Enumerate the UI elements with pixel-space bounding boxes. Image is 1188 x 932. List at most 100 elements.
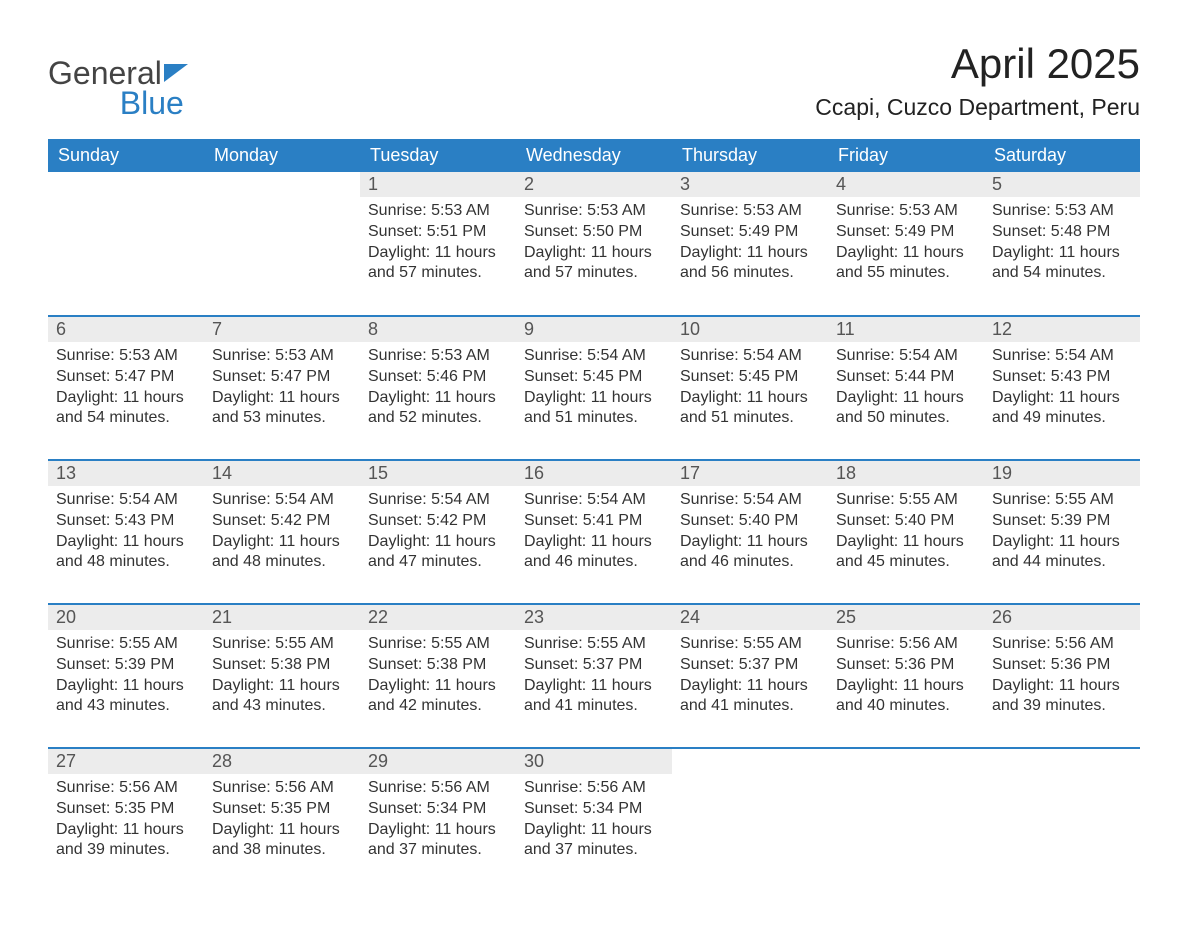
- sunset-label: Sunset:: [212, 656, 266, 673]
- sunset-line: Sunset: 5:39 PM: [56, 655, 196, 676]
- sunset-line: Sunset: 5:38 PM: [212, 655, 352, 676]
- sunrise-label: Sunrise:: [212, 779, 271, 796]
- daylight-line: Daylight: 11 hours and 40 minutes.: [836, 676, 976, 718]
- daylight-line: Daylight: 11 hours and 48 minutes.: [56, 532, 196, 574]
- calendar-day-cell: 29Sunrise: 5:56 AMSunset: 5:34 PMDayligh…: [360, 748, 516, 892]
- sunrise-label: Sunrise:: [212, 347, 271, 364]
- sunrise-value: 5:56 AM: [587, 779, 646, 796]
- sunset-label: Sunset:: [836, 368, 890, 385]
- sunset-label: Sunset:: [56, 512, 110, 529]
- daylight-label: Daylight:: [992, 389, 1054, 406]
- sunset-line: Sunset: 5:45 PM: [524, 367, 664, 388]
- sunrise-value: 5:54 AM: [587, 347, 646, 364]
- daylight-label: Daylight:: [368, 389, 430, 406]
- sunset-line: Sunset: 5:50 PM: [524, 222, 664, 243]
- daylight-label: Daylight:: [524, 677, 586, 694]
- day-body: Sunrise: 5:55 AMSunset: 5:37 PMDaylight:…: [672, 630, 828, 723]
- sunrise-value: 5:56 AM: [1055, 635, 1114, 652]
- calendar-day-cell: 16Sunrise: 5:54 AMSunset: 5:41 PMDayligh…: [516, 460, 672, 604]
- day-number-bar: 22: [360, 605, 516, 630]
- daylight-line: Daylight: 11 hours and 38 minutes.: [212, 820, 352, 862]
- daylight-label: Daylight:: [368, 244, 430, 261]
- calendar-day-cell: 21Sunrise: 5:55 AMSunset: 5:38 PMDayligh…: [204, 604, 360, 748]
- sunset-value: 5:50 PM: [583, 223, 643, 240]
- day-body: Sunrise: 5:56 AMSunset: 5:35 PMDaylight:…: [48, 774, 204, 867]
- sunset-label: Sunset:: [56, 656, 110, 673]
- sunrise-line: Sunrise: 5:56 AM: [212, 778, 352, 799]
- sunset-label: Sunset:: [56, 368, 110, 385]
- daylight-label: Daylight:: [836, 389, 898, 406]
- sunrise-value: 5:53 AM: [431, 347, 490, 364]
- day-number: 9: [524, 319, 534, 339]
- sunrise-value: 5:54 AM: [275, 491, 334, 508]
- daylight-label: Daylight:: [56, 533, 118, 550]
- sunset-label: Sunset:: [992, 223, 1046, 240]
- sunset-label: Sunset:: [212, 800, 266, 817]
- calendar-day-cell: [48, 172, 204, 316]
- day-number: 11: [836, 319, 855, 339]
- daylight-label: Daylight:: [212, 677, 274, 694]
- logo-word-general: General: [48, 58, 162, 88]
- day-number-bar: 30: [516, 749, 672, 774]
- sunrise-label: Sunrise:: [992, 635, 1051, 652]
- sunrise-value: 5:56 AM: [275, 779, 334, 796]
- sunrise-value: 5:55 AM: [587, 635, 646, 652]
- daylight-line: Daylight: 11 hours and 51 minutes.: [524, 388, 664, 430]
- calendar-week-row: 20Sunrise: 5:55 AMSunset: 5:39 PMDayligh…: [48, 604, 1140, 748]
- sunrise-value: 5:53 AM: [587, 202, 646, 219]
- sunset-line: Sunset: 5:35 PM: [56, 799, 196, 820]
- sunset-value: 5:47 PM: [271, 368, 331, 385]
- sunrise-line: Sunrise: 5:55 AM: [56, 634, 196, 655]
- sunrise-label: Sunrise:: [680, 347, 739, 364]
- sunset-label: Sunset:: [524, 368, 578, 385]
- sunrise-value: 5:54 AM: [743, 347, 802, 364]
- sunrise-line: Sunrise: 5:53 AM: [992, 201, 1132, 222]
- sunset-line: Sunset: 5:49 PM: [680, 222, 820, 243]
- sunrise-label: Sunrise:: [992, 491, 1051, 508]
- sunrise-line: Sunrise: 5:54 AM: [992, 346, 1132, 367]
- sunset-label: Sunset:: [524, 512, 578, 529]
- day-number-bar: 7: [204, 317, 360, 342]
- weekday-header: Thursday: [672, 139, 828, 172]
- calendar-week-row: 27Sunrise: 5:56 AMSunset: 5:35 PMDayligh…: [48, 748, 1140, 892]
- sunset-label: Sunset:: [368, 368, 422, 385]
- sunset-label: Sunset:: [56, 800, 110, 817]
- day-number-bar: 26: [984, 605, 1140, 630]
- daylight-label: Daylight:: [680, 244, 742, 261]
- sunrise-line: Sunrise: 5:56 AM: [524, 778, 664, 799]
- sunrise-line: Sunrise: 5:54 AM: [680, 490, 820, 511]
- sunset-label: Sunset:: [680, 656, 734, 673]
- calendar-day-cell: 6Sunrise: 5:53 AMSunset: 5:47 PMDaylight…: [48, 316, 204, 460]
- day-number: 21: [212, 607, 232, 627]
- sunset-value: 5:42 PM: [427, 512, 487, 529]
- day-body: Sunrise: 5:54 AMSunset: 5:40 PMDaylight:…: [672, 486, 828, 579]
- sunrise-line: Sunrise: 5:55 AM: [836, 490, 976, 511]
- day-number-bar: 4: [828, 172, 984, 197]
- sunset-value: 5:39 PM: [1051, 512, 1111, 529]
- sunset-line: Sunset: 5:42 PM: [212, 511, 352, 532]
- day-number-bar: 1: [360, 172, 516, 197]
- sunset-line: Sunset: 5:43 PM: [992, 367, 1132, 388]
- sunrise-label: Sunrise:: [680, 491, 739, 508]
- day-body: Sunrise: 5:54 AMSunset: 5:45 PMDaylight:…: [672, 342, 828, 435]
- sunrise-label: Sunrise:: [368, 491, 427, 508]
- daylight-line: Daylight: 11 hours and 46 minutes.: [680, 532, 820, 574]
- sunset-line: Sunset: 5:38 PM: [368, 655, 508, 676]
- sunset-label: Sunset:: [524, 223, 578, 240]
- day-number-bar: 15: [360, 461, 516, 486]
- day-number-bar: 25: [828, 605, 984, 630]
- day-body: Sunrise: 5:55 AMSunset: 5:39 PMDaylight:…: [984, 486, 1140, 579]
- daylight-label: Daylight:: [524, 244, 586, 261]
- calendar-day-cell: 28Sunrise: 5:56 AMSunset: 5:35 PMDayligh…: [204, 748, 360, 892]
- calendar-day-cell: 10Sunrise: 5:54 AMSunset: 5:45 PMDayligh…: [672, 316, 828, 460]
- sunset-label: Sunset:: [992, 512, 1046, 529]
- calendar-day-cell: 11Sunrise: 5:54 AMSunset: 5:44 PMDayligh…: [828, 316, 984, 460]
- calendar-day-cell: 20Sunrise: 5:55 AMSunset: 5:39 PMDayligh…: [48, 604, 204, 748]
- sunset-line: Sunset: 5:37 PM: [524, 655, 664, 676]
- day-body: Sunrise: 5:53 AMSunset: 5:46 PMDaylight:…: [360, 342, 516, 435]
- sunrise-line: Sunrise: 5:56 AM: [368, 778, 508, 799]
- daylight-line: Daylight: 11 hours and 37 minutes.: [524, 820, 664, 862]
- sunrise-value: 5:54 AM: [119, 491, 178, 508]
- sunset-label: Sunset:: [680, 368, 734, 385]
- sunset-value: 5:43 PM: [1051, 368, 1111, 385]
